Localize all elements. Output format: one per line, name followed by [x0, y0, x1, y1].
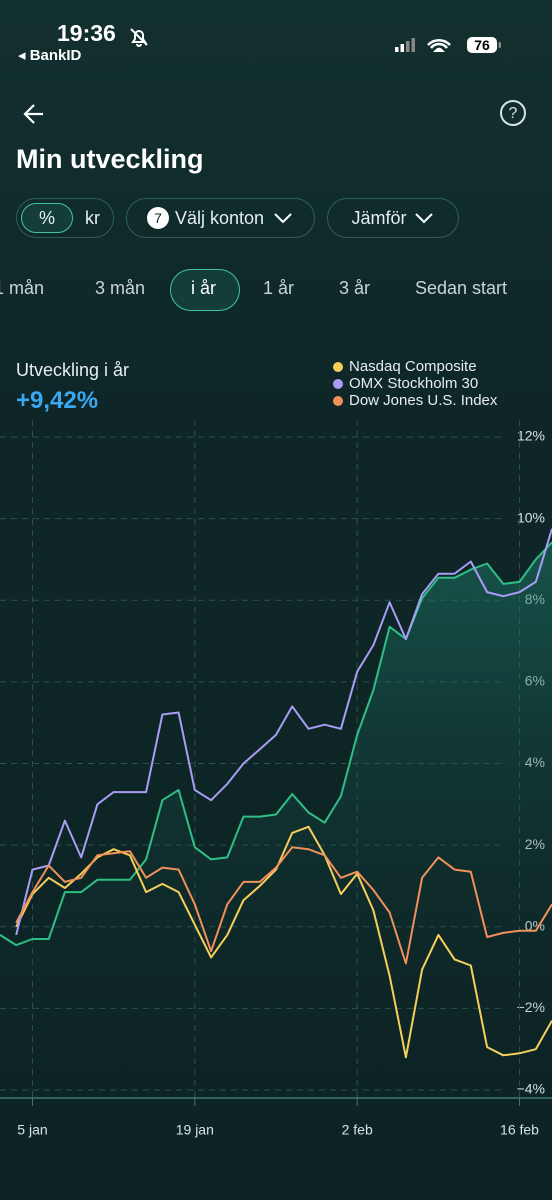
unit-option[interactable]: kr: [85, 207, 100, 228]
series-line: [15, 528, 552, 936]
chevron: [414, 213, 433, 224]
svg-text:?: ?: [509, 105, 518, 122]
y-tick-label: 10%: [517, 509, 545, 525]
period-tab-selected[interactable]: i år: [191, 278, 217, 298]
area: [0, 542, 552, 1090]
legend-swatch: [333, 378, 343, 389]
unit-option-selected[interactable]: %: [21, 203, 73, 233]
y-tick-label: 12%: [517, 428, 545, 444]
legend-label: OMX Stockholm 30: [349, 375, 479, 392]
back-app-label: BankID: [29, 47, 82, 64]
period-tab[interactable]: Sedan start: [415, 278, 508, 298]
period-tab[interactable]: 3 år: [339, 278, 371, 298]
x-tick-label: 19 jan: [176, 1122, 214, 1138]
series-line: [0, 541, 552, 947]
accounts-dropdown[interactable]: 7 Välj konton: [126, 198, 315, 238]
battery-level: 76: [474, 37, 490, 53]
period-tab-selected-bg: [170, 269, 240, 311]
back-app[interactable]: ◂ BankID: [18, 46, 81, 64]
legend-item: OMX Stockholm 30: [333, 375, 497, 392]
legend-item: Dow Jones U.S. Index: [333, 392, 497, 409]
help-button[interactable]: ?: [499, 99, 527, 127]
legend-swatch: [333, 361, 343, 372]
unit-toggle: % kr: [16, 198, 114, 238]
summary-label: Utveckling i år: [16, 360, 130, 380]
compare-dropdown[interactable]: Jämför: [327, 198, 459, 238]
x-tick-label: 2 feb: [342, 1122, 373, 1138]
back-button[interactable]: [20, 102, 50, 126]
legend-label: Dow Jones U.S. Index: [349, 392, 498, 409]
legend-item: Nasdaq Composite: [333, 358, 497, 375]
series-line: [15, 846, 552, 965]
x-tick-label: 16 feb: [500, 1122, 539, 1138]
accounts-count: 7: [146, 207, 169, 229]
legend: Nasdaq Composite OMX Stockholm 30 Dow Jone…: [333, 358, 497, 409]
period-tab[interactable]: 3 mån: [95, 278, 146, 298]
back-caret: ◂: [18, 47, 30, 64]
legend-swatch: [333, 395, 343, 406]
summary-value: +9,42%: [16, 387, 99, 414]
x-tick-label: 5 jan: [17, 1122, 47, 1138]
status-time: 19:36: [57, 20, 116, 46]
legend-label: Nasdaq Composite: [349, 358, 477, 375]
chevron: [274, 213, 292, 224]
compare-label: Jämför: [351, 207, 407, 228]
status-icons: [395, 37, 501, 53]
accounts-label: Välj konton: [174, 207, 265, 228]
period-tab[interactable]: 1 mån: [0, 278, 45, 298]
page-title: Min utveckling: [16, 144, 204, 174]
mute-icon: [130, 28, 148, 47]
period-tab[interactable]: 1 år: [263, 278, 295, 298]
